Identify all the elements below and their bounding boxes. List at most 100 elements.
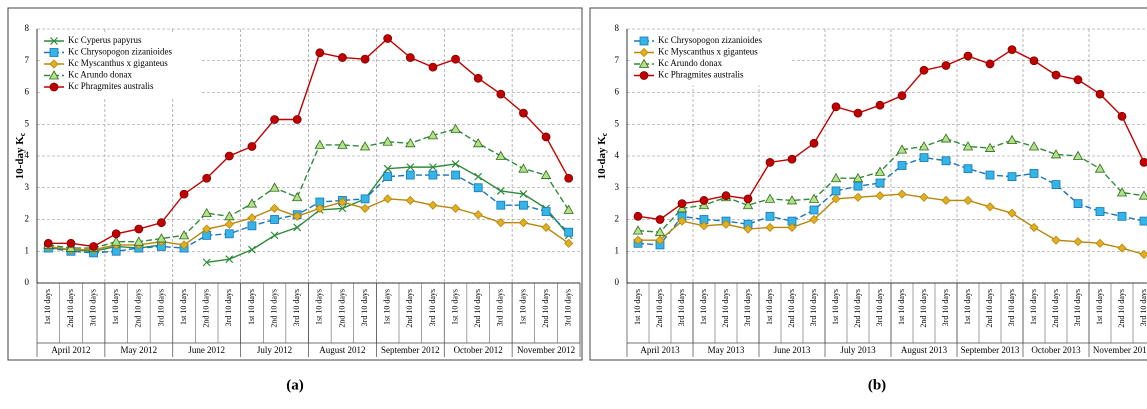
y-tick-label: 5 xyxy=(615,118,620,128)
marker xyxy=(655,215,665,224)
marker xyxy=(809,138,819,148)
x-tick-label: 1st 10 days xyxy=(111,289,120,325)
marker xyxy=(1072,150,1084,160)
group-label: September 2013 xyxy=(961,345,1020,355)
marker xyxy=(1007,208,1017,218)
marker xyxy=(519,190,528,199)
group-label: May 2013 xyxy=(708,345,745,355)
marker xyxy=(338,204,347,213)
y-tick-label: 7 xyxy=(25,55,30,65)
x-tick-label: 1st 10 days xyxy=(179,289,188,325)
y-tick-label: 0 xyxy=(615,277,620,287)
marker xyxy=(896,144,908,154)
marker xyxy=(1006,134,1018,145)
marker xyxy=(429,163,437,172)
series-line xyxy=(637,137,1145,233)
marker xyxy=(48,70,60,80)
marker xyxy=(519,108,528,118)
x-tick-label: 3rd 10 days xyxy=(1139,289,1147,326)
marker xyxy=(1139,157,1147,167)
marker xyxy=(473,210,483,220)
marker xyxy=(677,216,687,226)
marker xyxy=(963,195,973,206)
y-tick-label: 5 xyxy=(25,118,30,128)
y-tick-label: 6 xyxy=(615,87,620,97)
marker xyxy=(134,224,144,234)
marker xyxy=(270,231,279,240)
marker xyxy=(743,224,753,234)
marker xyxy=(246,198,258,208)
legend-box xyxy=(40,32,202,97)
marker xyxy=(405,137,416,148)
x-tick-label: 3rd 10 days xyxy=(496,289,505,326)
x-tick-label: 2nd 10 days xyxy=(721,289,730,328)
marker xyxy=(563,204,574,214)
marker xyxy=(450,203,461,213)
marker xyxy=(639,47,649,58)
x-tick-label: 3rd 10 days xyxy=(564,289,573,326)
marker xyxy=(292,191,303,202)
legend-label: Kc Phragmites australis xyxy=(658,70,744,80)
marker xyxy=(518,163,529,173)
x-tick-label: 1st 10 days xyxy=(43,289,52,325)
marker xyxy=(247,142,257,151)
x-tick-label: 1st 10 days xyxy=(831,289,840,325)
x-tick-label: 1st 10 days xyxy=(518,289,527,325)
x-tick-label: 2nd 10 days xyxy=(337,289,346,328)
marker xyxy=(156,233,167,243)
marker xyxy=(1094,163,1106,173)
marker xyxy=(1095,89,1105,99)
marker xyxy=(89,242,98,251)
marker xyxy=(292,211,302,221)
marker xyxy=(721,191,731,201)
x-tick-label: 2nd 10 days xyxy=(1117,289,1126,328)
marker xyxy=(133,236,144,246)
marker xyxy=(314,139,325,149)
marker xyxy=(633,235,643,245)
marker xyxy=(496,218,506,228)
marker xyxy=(359,141,371,151)
marker xyxy=(677,199,687,209)
group-label: August 2012 xyxy=(319,345,365,355)
marker xyxy=(1007,45,1017,55)
group-label: November 2013 xyxy=(1093,345,1147,355)
x-tick-label: 3rd 10 days xyxy=(743,289,752,326)
marker xyxy=(179,240,189,250)
marker xyxy=(963,51,973,61)
marker xyxy=(853,192,863,202)
marker xyxy=(985,202,995,212)
marker xyxy=(428,170,438,180)
marker xyxy=(540,169,552,179)
legend-label: Kc Arundo donax xyxy=(658,58,722,68)
group-label: November 2012 xyxy=(517,345,575,355)
panel-label: (a) xyxy=(286,377,304,393)
marker xyxy=(451,170,460,180)
x-tick-label: 2nd 10 days xyxy=(787,289,796,328)
marker xyxy=(224,219,234,229)
marker xyxy=(941,195,951,206)
marker xyxy=(405,53,415,62)
y-tick-label: 3 xyxy=(25,182,30,192)
marker xyxy=(1095,207,1105,216)
marker xyxy=(875,178,885,188)
marker xyxy=(360,54,370,64)
marker xyxy=(202,224,212,234)
marker xyxy=(852,172,864,183)
legend-label: Kc Cyperus papyrus xyxy=(68,35,142,45)
panel-label: (b) xyxy=(868,377,886,393)
x-tick-label: 3rd 10 days xyxy=(875,289,884,326)
marker xyxy=(541,132,551,142)
x-tick-label: 1st 10 days xyxy=(383,289,392,325)
marker xyxy=(919,65,929,75)
marker xyxy=(1029,222,1039,233)
legend-label: Kc Myscanthus x giganteus xyxy=(658,47,758,57)
marker xyxy=(830,172,842,183)
legend-label: Kc Phragmites australis xyxy=(68,81,154,91)
marker xyxy=(831,194,841,204)
marker xyxy=(202,258,211,267)
marker xyxy=(1117,111,1127,121)
legend-label: Kc Chrysopogon zizanioides xyxy=(68,47,172,57)
marker xyxy=(1116,187,1128,197)
marker xyxy=(699,221,709,231)
